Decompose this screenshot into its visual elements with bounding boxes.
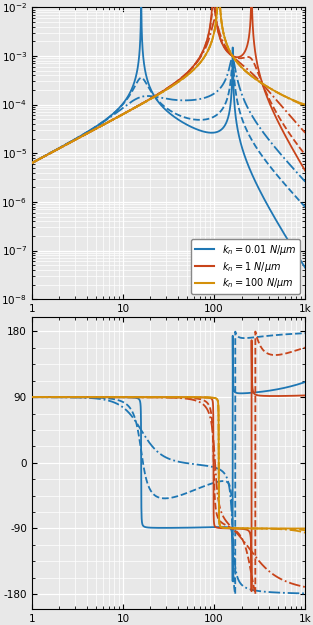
Legend: $k_n = 0.01\ N/\mu m$, $k_n = 1\ N/\mu m$, $k_n = 100\ N/\mu m$: $k_n = 0.01\ N/\mu m$, $k_n = 1\ N/\mu m…	[191, 239, 300, 294]
